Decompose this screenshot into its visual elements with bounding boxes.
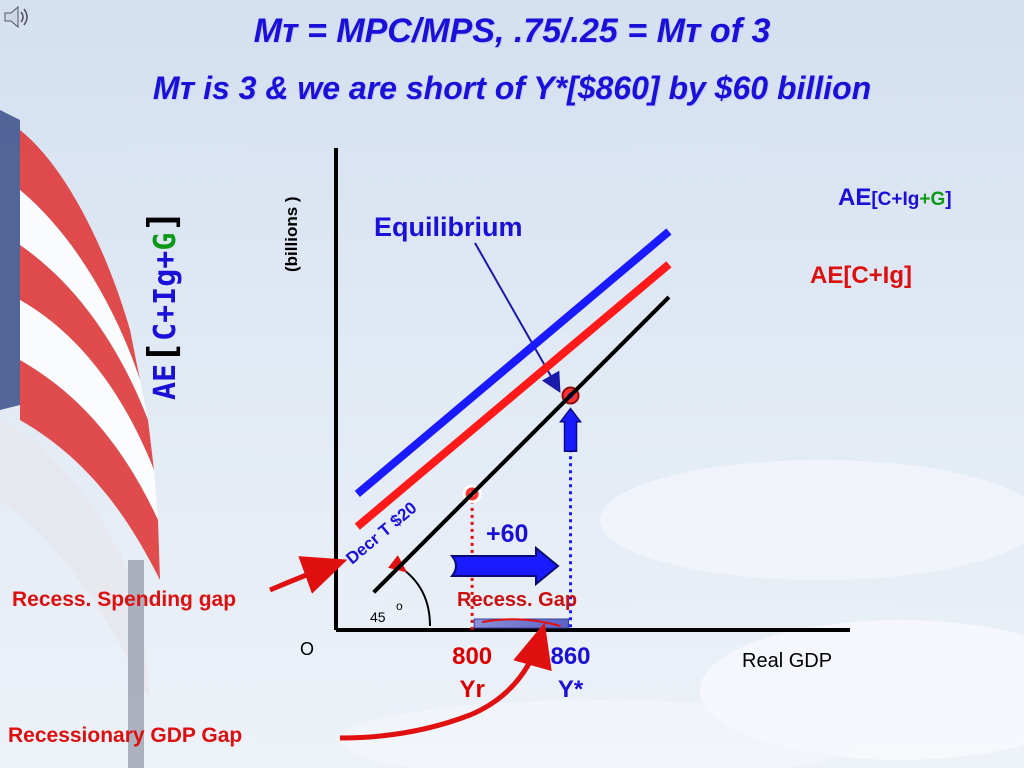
slide-title-line2: Mᴛ is 3 & we are short of Y*[$860] by $6… bbox=[152, 70, 872, 106]
series-label-ae-cig-g: AE[C+Ig+G] bbox=[838, 184, 952, 211]
series-line-1 bbox=[354, 261, 672, 530]
x-tick-sublabel-800: Yr bbox=[459, 676, 484, 703]
x-tick-label-860: 860 bbox=[550, 643, 590, 670]
recessionary-gdp-gap-label: Recessionary GDP Gap bbox=[8, 724, 242, 747]
slide-title-line1: Mᴛ = MPC/MPS, .75/.25 = Mᴛ of 3 bbox=[253, 12, 771, 50]
origin-label: O bbox=[300, 639, 314, 659]
angle-arc bbox=[388, 555, 431, 627]
series-line-0 bbox=[354, 228, 672, 497]
angle-label: 45 bbox=[370, 609, 386, 625]
equilibrium-label: Equilibrium bbox=[374, 212, 523, 242]
recess-spending-gap-label: Recess. Spending gap bbox=[12, 588, 236, 611]
recess-spending-gap-arrow bbox=[269, 556, 348, 594]
gdp-increase-arrow bbox=[449, 545, 560, 587]
recessionary-gdp-gap-arrow bbox=[339, 622, 552, 741]
angle-degree-symbol: o bbox=[396, 599, 403, 613]
x-tick-sublabel-860: Y* bbox=[558, 676, 584, 703]
recess-gap-label: Recess. Gap bbox=[457, 589, 577, 611]
series-line-2 bbox=[372, 295, 671, 594]
series-label-ae-cig: AE[C+Ig] bbox=[810, 262, 912, 289]
x-axis-label: Real GDP bbox=[742, 650, 832, 672]
recess-gap-bar-stripe bbox=[481, 618, 561, 627]
shift-up-arrow bbox=[559, 407, 583, 452]
speaker-icon[interactable] bbox=[2, 3, 32, 31]
flag-graphic bbox=[0, 110, 160, 768]
x-tick-label-800: 800 bbox=[452, 643, 492, 670]
multiplier-change-label: +60 bbox=[486, 520, 528, 548]
